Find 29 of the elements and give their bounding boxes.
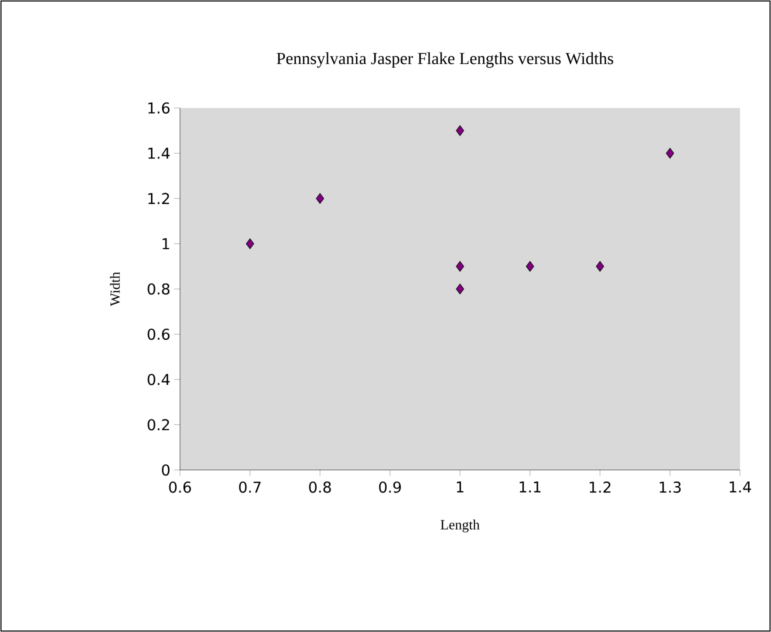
y-tick-label: 1: [162, 238, 170, 250]
point: [526, 261, 534, 272]
y-tick-label: 1.2: [148, 192, 169, 204]
y-tick-label: 0.2: [148, 419, 169, 430]
point: [456, 261, 464, 272]
point: [246, 238, 254, 250]
y-tick-label: 1.4: [148, 148, 170, 159]
x-tick-label: 1: [456, 482, 464, 492]
point: [316, 193, 324, 204]
point: [596, 261, 604, 272]
y-tick-label: 1.6: [148, 102, 170, 114]
x-tick-label: 0.7: [239, 482, 261, 493]
x-tick-label: 1.3: [660, 482, 681, 493]
point: [456, 284, 464, 294]
y-tick-label: 0.8: [148, 283, 170, 295]
y-tick-label: 0.4: [148, 374, 170, 386]
x-tick-label: 0.9: [379, 482, 401, 493]
y-axis-title: Width: [110, 272, 120, 306]
chart-title: Pennsylvania Jasper Flake Lengths versus Widths: [276, 52, 614, 68]
x-tick-label: 1.1: [520, 482, 541, 492]
x-axis-title: Length: [440, 520, 480, 532]
point: [666, 148, 674, 159]
y-tick-label: 0.6: [148, 328, 170, 340]
point: [456, 125, 464, 136]
x-tick-label: 1.4: [730, 482, 752, 492]
x-tick-label: 0.6: [169, 482, 191, 493]
x-tick-label: 1.2: [590, 482, 610, 493]
y-tick-label: 0: [162, 464, 170, 476]
x-tick-label: 0.8: [309, 482, 331, 493]
